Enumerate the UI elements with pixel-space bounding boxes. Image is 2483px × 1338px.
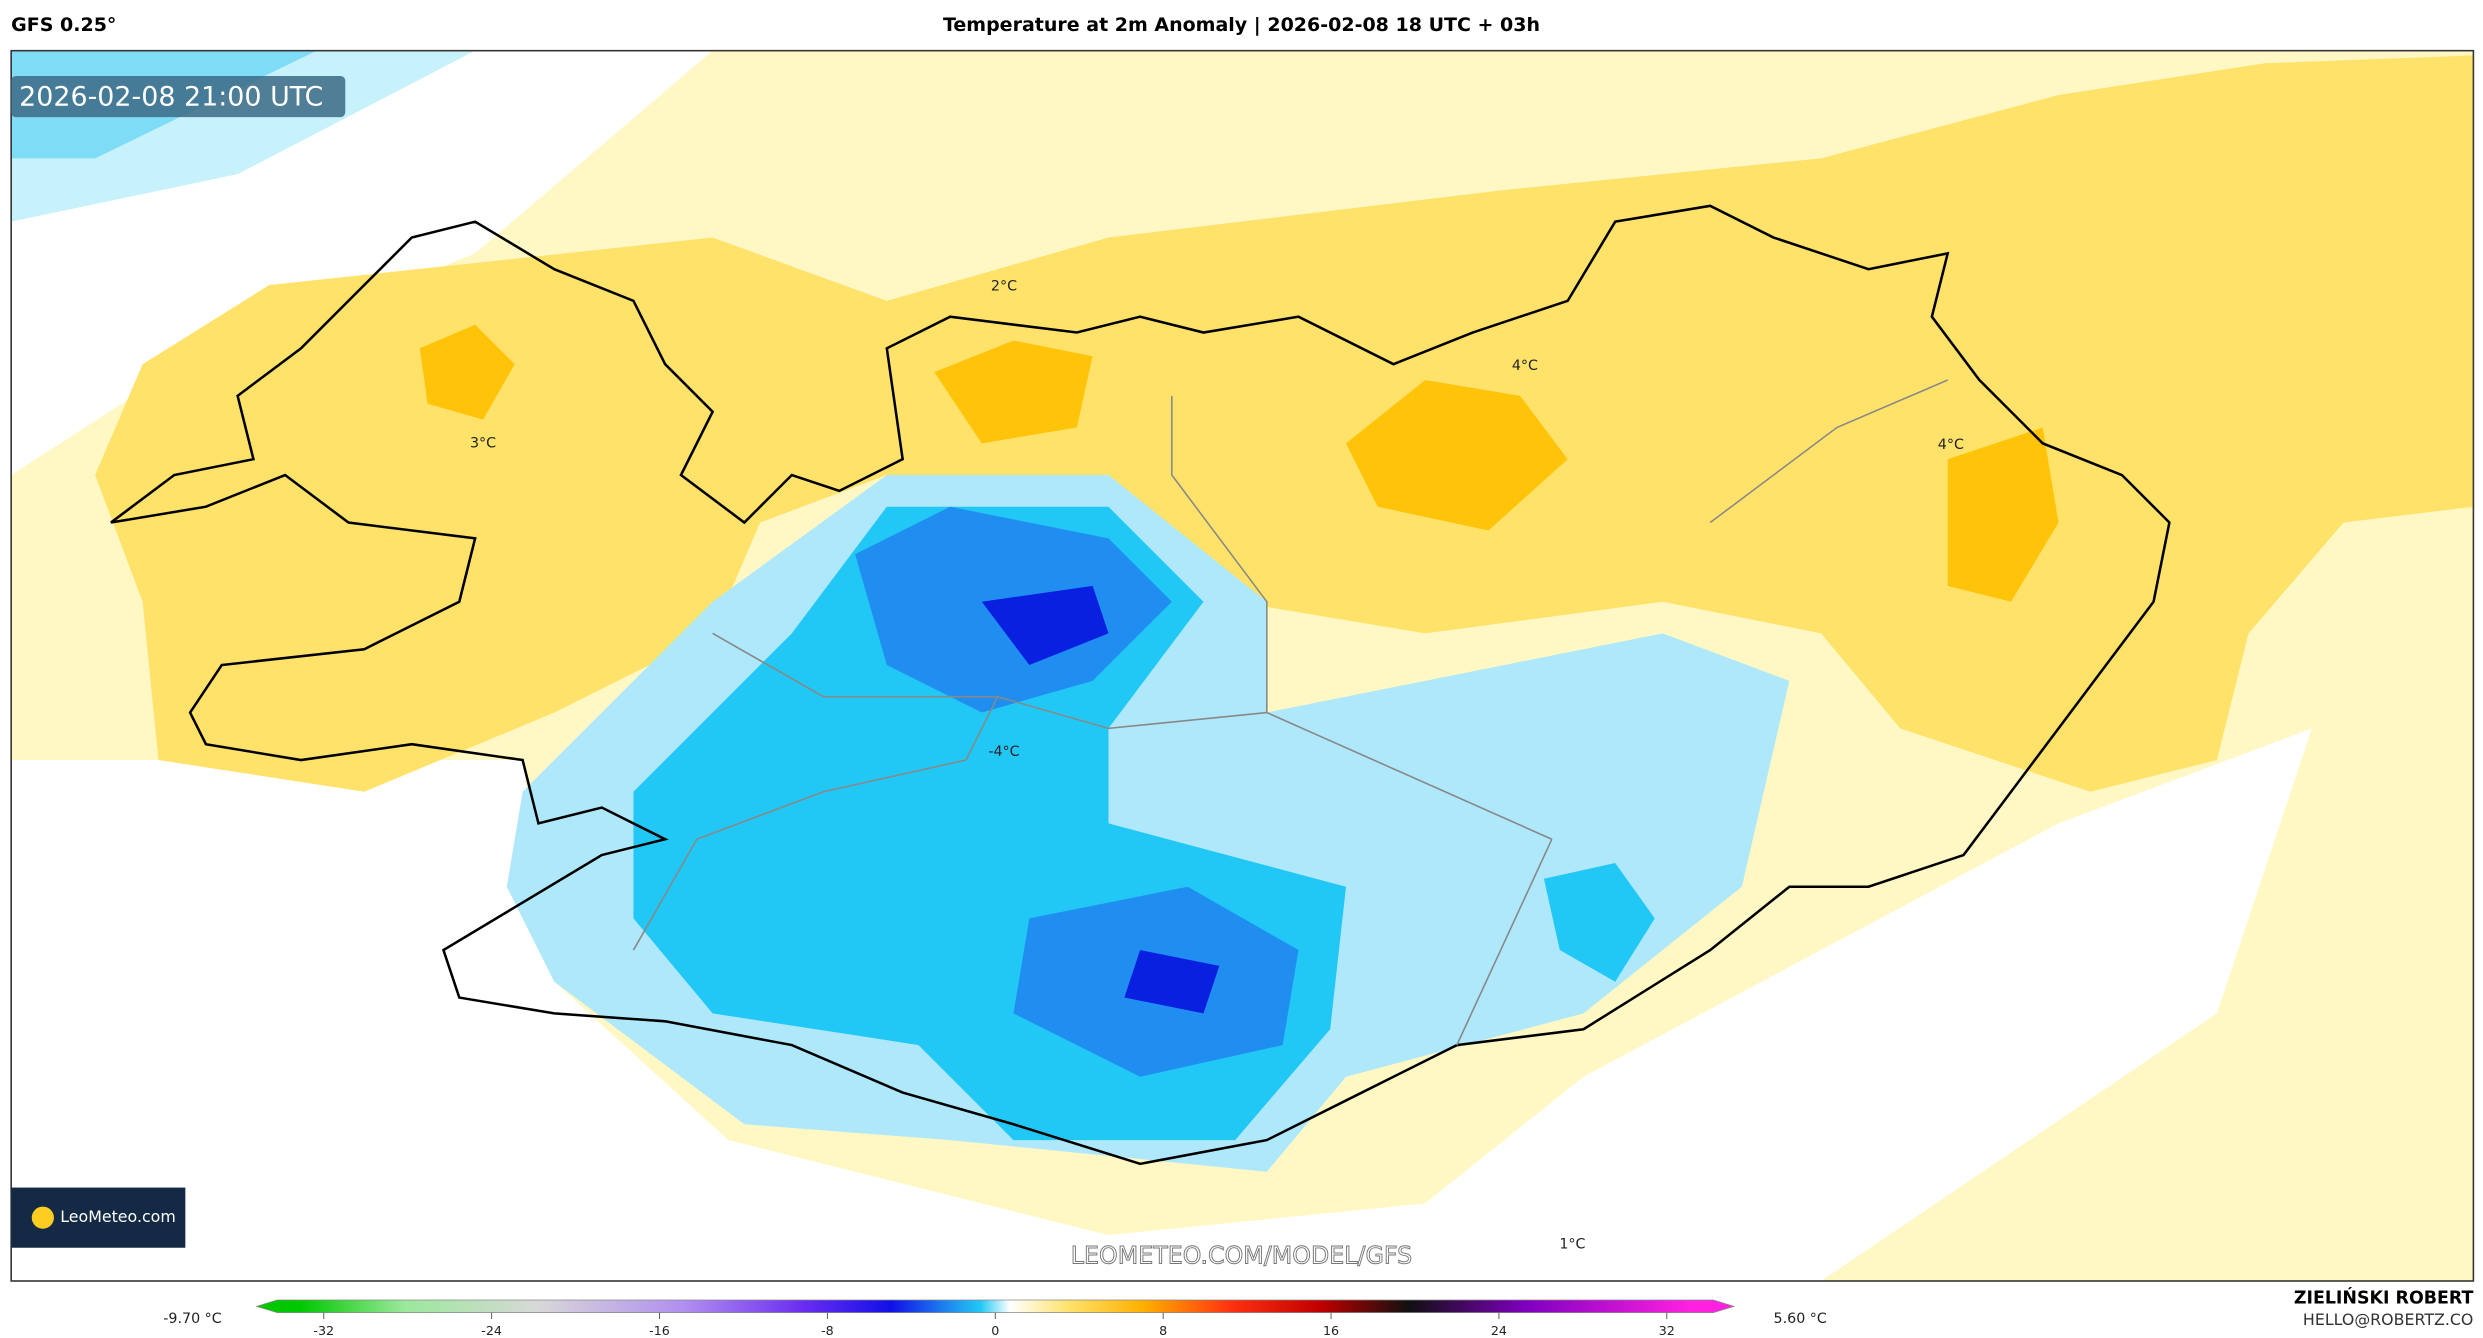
map-frame	[10, 49, 2475, 1282]
colorbar-min: -9.70 °C	[163, 1311, 222, 1327]
field	[1543, 862, 1655, 982]
field	[419, 324, 515, 420]
colorbar-max: 5.60 °C	[1774, 1311, 1827, 1327]
title: Temperature at 2m Anomaly | 2026-02-08 1…	[943, 14, 1540, 36]
timestamp-box	[11, 76, 346, 118]
colorbar-tick-label: -8	[821, 1323, 834, 1338]
contour-label: 4°C	[1938, 437, 1964, 453]
coastline	[110, 204, 2171, 1166]
field	[934, 340, 1093, 444]
contour-label: 1°C	[1559, 1237, 1585, 1253]
contour-label: 4°C	[1512, 358, 1538, 374]
field	[981, 585, 1109, 666]
colorbar-tick-label: 0	[991, 1323, 999, 1338]
colorbar	[255, 1299, 1736, 1314]
colorbar-ticks: -32 -24 -16 -8 0 8 16 24 32	[313, 1312, 1675, 1338]
colorbar-tick-label: 24	[1491, 1323, 1507, 1338]
field	[1947, 427, 2059, 602]
timestamp: 2026-02-08 21:00 UTC	[19, 82, 323, 113]
logo-icon	[31, 1206, 54, 1229]
field	[11, 728, 2312, 1281]
colorbar-tick-label: 16	[1323, 1323, 1339, 1338]
colorbar-tick-label: -16	[649, 1323, 670, 1338]
field	[1124, 950, 1220, 1014]
colorbar-tick-label: -24	[481, 1323, 502, 1338]
colorbar-tick-label: 32	[1659, 1323, 1675, 1338]
field	[1346, 380, 1568, 531]
contour-label: -4°C	[988, 744, 1019, 760]
field	[95, 55, 2474, 792]
contour-label: 2°C	[991, 279, 1017, 295]
model-label: GFS 0.25°	[11, 14, 116, 36]
watermark: LEOMETEO.COM/MODEL/GFS	[1071, 1242, 1412, 1270]
colorbar-tick-label: 8	[1159, 1323, 1167, 1338]
colorbar-tick-label: -32	[313, 1323, 334, 1338]
contour-label: 3°C	[470, 435, 496, 451]
map: 2°C 3°C 4°C 4°C -4°C 1°C	[11, 50, 2474, 1281]
border	[632, 379, 1949, 1046]
email: HELLO@ROBERTZ.CO	[2303, 1310, 2473, 1329]
author: ZIELIŃSKI ROBERT	[2294, 1286, 2474, 1308]
logo: LeoMeteo.com	[60, 1207, 176, 1226]
